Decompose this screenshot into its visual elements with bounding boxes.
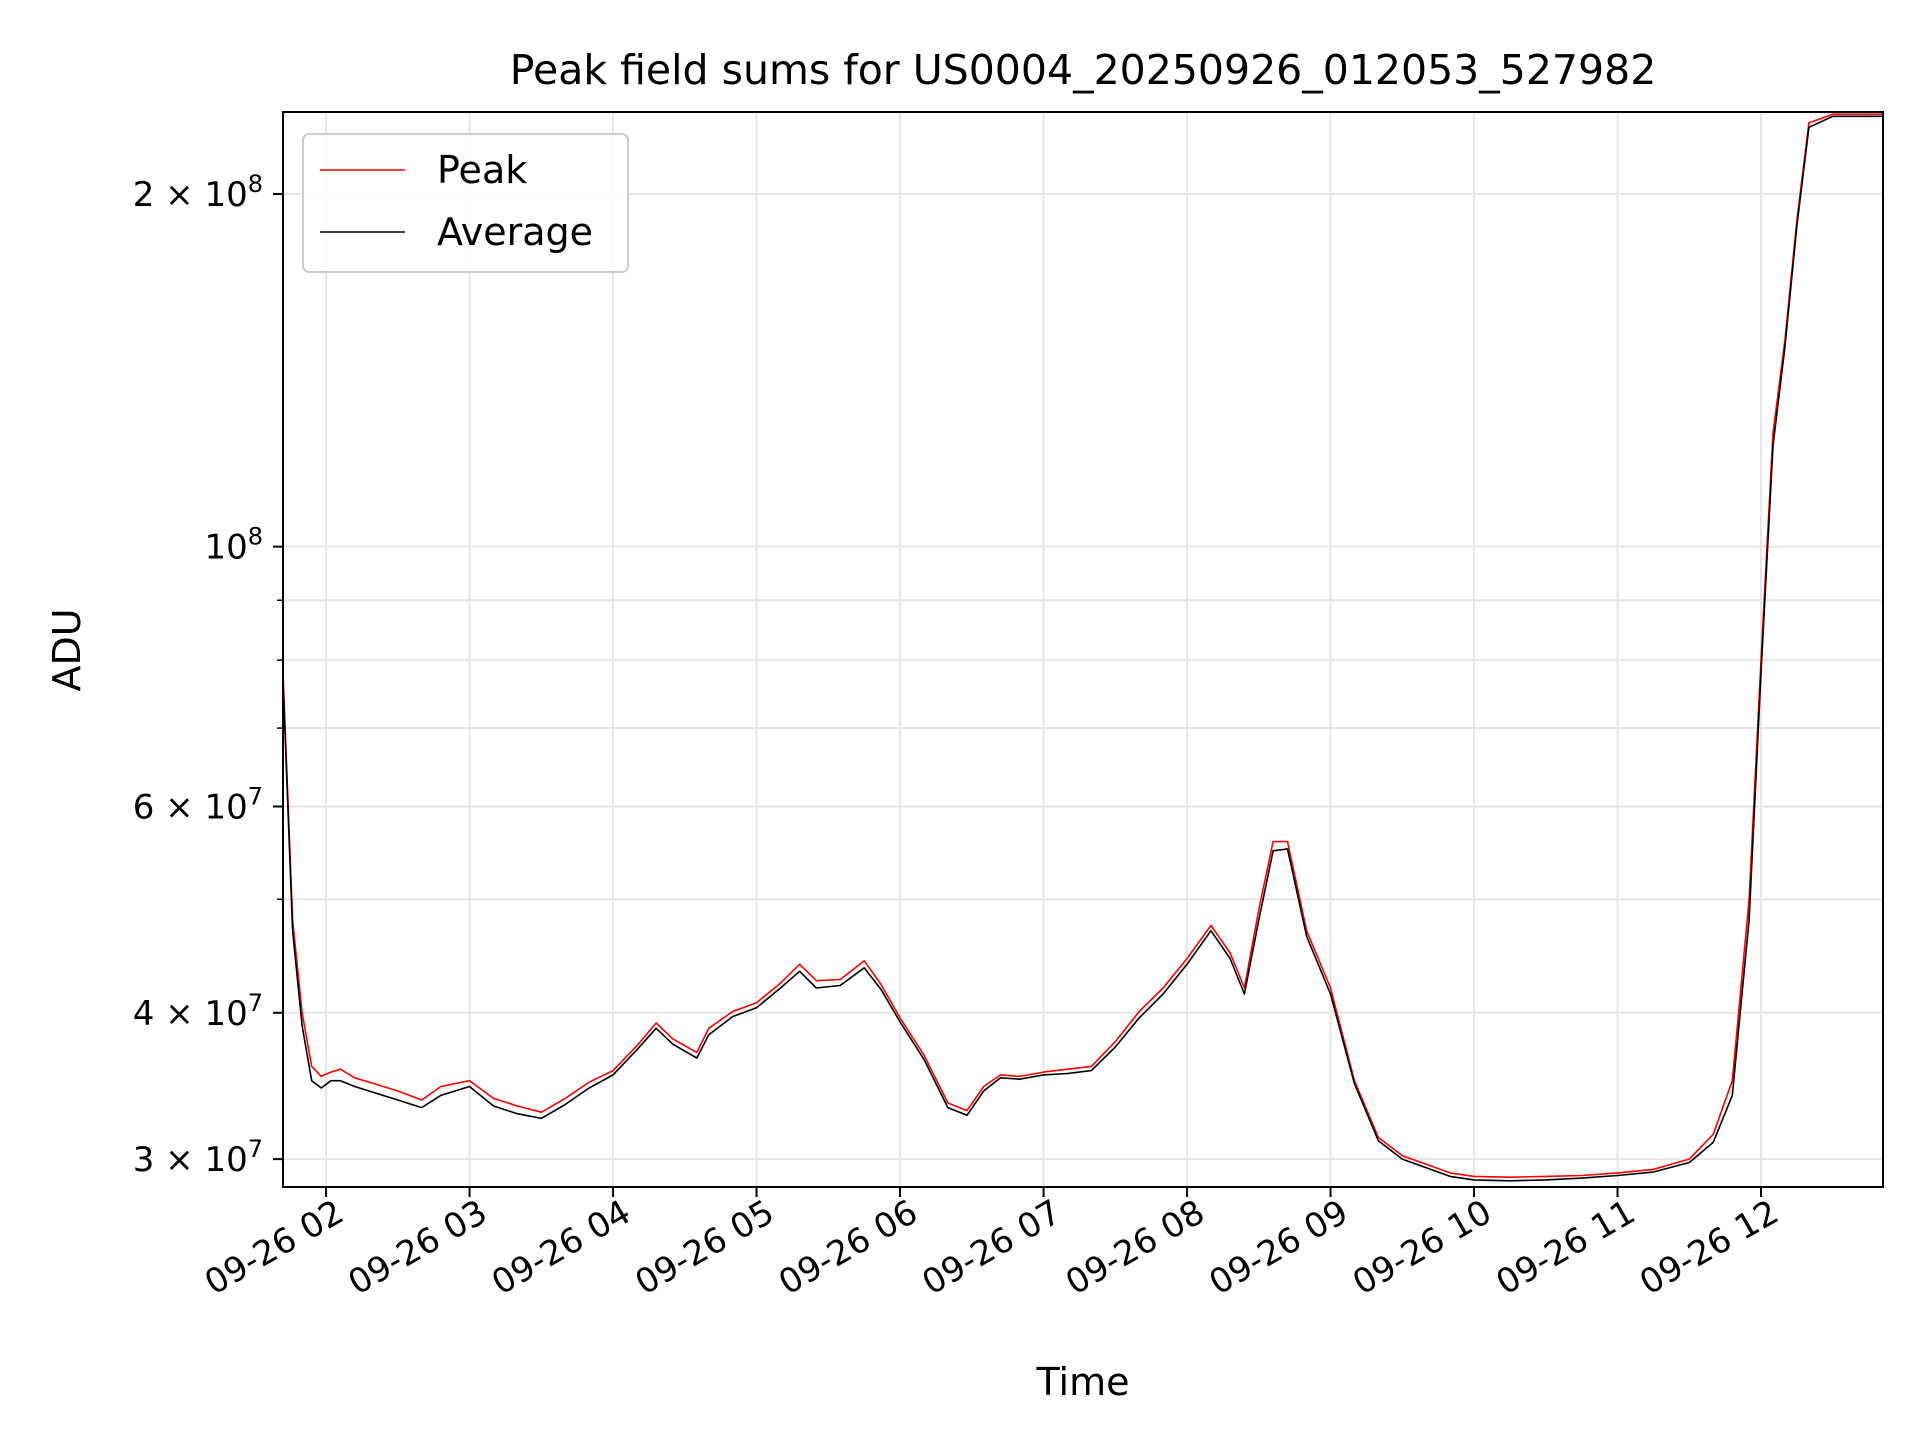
y-axis-label: ADU xyxy=(45,608,89,691)
x-axis-label: Time xyxy=(1036,1360,1130,1404)
chart-title: Peak field sums for US0004_20250926_0120… xyxy=(510,46,1657,94)
legend: Peak Average xyxy=(302,133,629,273)
plot-area xyxy=(283,113,1883,1182)
y-axis: 3 × 107 4 × 107 6 × 107 108 2 × 108 xyxy=(133,170,283,1180)
y-tick-label: 108 xyxy=(204,523,263,568)
y-tick-label: 6 × 107 xyxy=(133,783,263,828)
y-tick-label: 2 × 108 xyxy=(133,170,263,215)
series-layer xyxy=(283,113,1883,1182)
y-tick-label: 3 × 107 xyxy=(133,1135,263,1180)
series-line-average xyxy=(283,115,1883,1182)
series-line-peak xyxy=(283,113,1883,1178)
legend-peak-label: Peak xyxy=(437,148,527,192)
plot-frame xyxy=(282,111,1884,1188)
y-tick-label: 4 × 107 xyxy=(133,989,263,1034)
legend-box xyxy=(302,133,629,273)
legend-average-label: Average xyxy=(437,210,593,254)
